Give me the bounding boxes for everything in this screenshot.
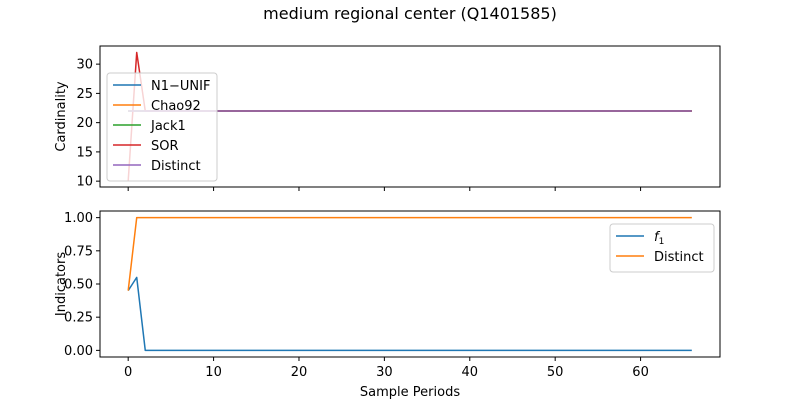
cardinality-chart: 10 15 20 25 30 Cardinality N1−UNIF Chao92 Jack1 S… (54, 45, 721, 191)
x-tick-label: 30 (376, 365, 393, 380)
y-tick-label: 15 (76, 145, 93, 160)
y-tick-label: 10 (76, 175, 93, 190)
series-line-1-1 (127, 216, 692, 291)
x-tick-label: 10 (205, 365, 222, 380)
legend-label: Chao92 (151, 99, 201, 114)
plot-frame (99, 45, 721, 188)
y-tick-label: 1.00 (64, 211, 93, 226)
legend-label: Distinct (654, 250, 704, 265)
y-tick-label: 20 (76, 116, 93, 131)
x-tick-label: 50 (547, 365, 564, 380)
legend: N1−UNIF Chao92 Jack1 SOR Distinct (106, 72, 218, 182)
x-axis-title: Sample Periods (360, 385, 460, 400)
y-tick-label: 30 (76, 58, 93, 73)
indicators-chart: 0 10 20 30 40 50 60 0.00 0.25 0.50 0.75 1.00 Indicat… (54, 210, 721, 380)
x-tick-label: 20 (291, 365, 308, 380)
series-line-1-0 (127, 276, 692, 352)
y-axis-title: Cardinality (54, 81, 69, 152)
x-tick-label: 60 (632, 365, 649, 380)
figure-title: medium regional center (Q1401585) (263, 4, 557, 23)
y-axis-title: Indicators (54, 252, 69, 316)
legend-label: SOR (151, 139, 179, 154)
y-tick-label: 0.25 (64, 311, 93, 326)
legend-label: Jack1 (150, 119, 186, 134)
x-tick-label: 40 (462, 365, 479, 380)
y-tick-label: 0.75 (64, 244, 93, 259)
y-tick-label: 25 (76, 87, 93, 102)
y-tick-label: 0.00 (64, 344, 93, 359)
legend-label: N1−UNIF (151, 79, 210, 94)
y-tick-label: 0.50 (64, 278, 93, 293)
legend: f1 Distinct (609, 223, 715, 273)
legend-box (106, 72, 218, 182)
legend-label: Distinct (151, 159, 201, 174)
x-tick-label: 0 (124, 365, 132, 380)
legend-label: f1 (654, 230, 664, 247)
